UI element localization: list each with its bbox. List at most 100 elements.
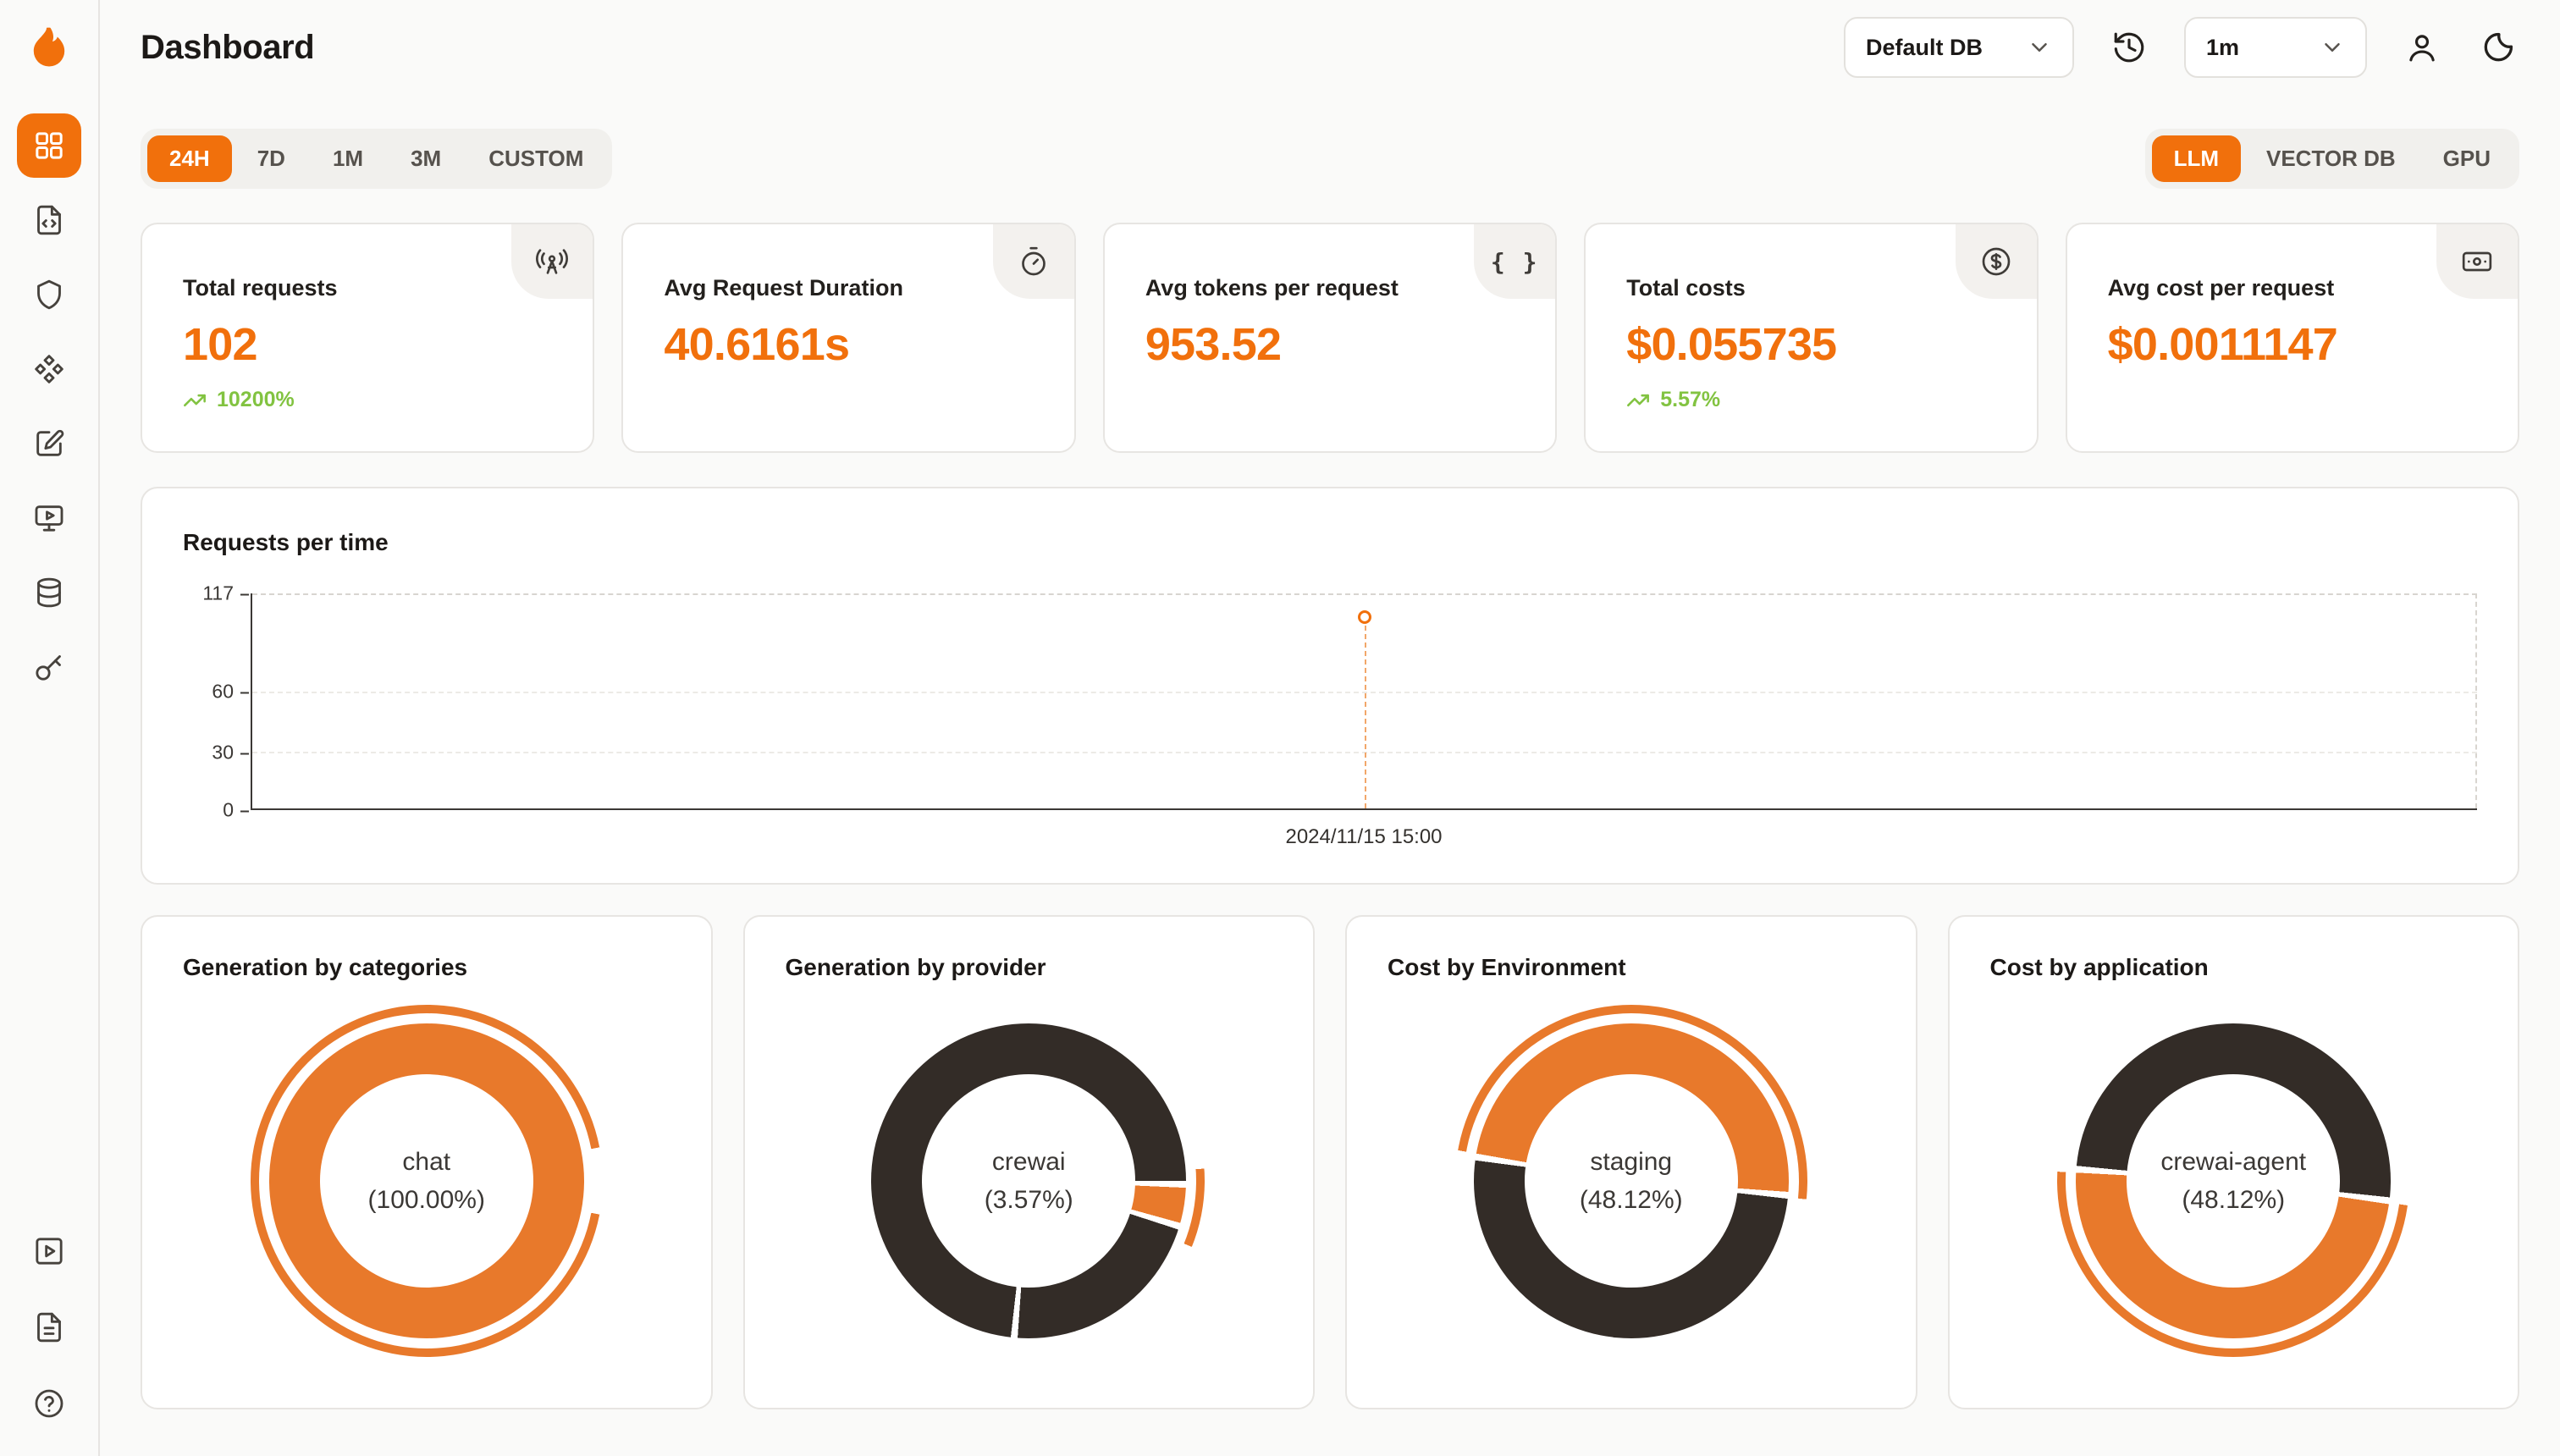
donut-chart[interactable]: crewai-agent (48.12%) — [2057, 1005, 2410, 1357]
donut-center-percent: (100.00%) — [367, 1186, 485, 1214]
sidebar-item-integrations[interactable] — [17, 337, 81, 401]
braces-icon: { } — [1490, 247, 1539, 276]
database-icon — [37, 577, 61, 608]
square-play-icon — [36, 1238, 63, 1265]
stat-delta: 10200% — [183, 388, 552, 412]
chevron-down-icon — [2325, 43, 2340, 52]
profile-button[interactable] — [2401, 26, 2443, 69]
key-icon — [36, 655, 61, 681]
chevron-down-icon — [2032, 43, 2047, 52]
stat-value: $0.0011147 — [2107, 319, 2338, 370]
dark-mode-toggle[interactable] — [2477, 26, 2519, 69]
donut-center-percent: (48.12%) — [1579, 1186, 1683, 1214]
donut-center-label: crewai — [991, 1148, 1066, 1176]
stat-card-icon-holder — [1955, 224, 2037, 299]
tab-24h[interactable]: 24H — [147, 135, 232, 182]
donut-center-label: crewai-agent — [2160, 1148, 2307, 1176]
dashboard-grid-icon — [36, 132, 63, 159]
stat-label: Avg tokens per request — [1145, 275, 1399, 301]
moon-icon — [2484, 32, 2513, 62]
sidebar-item-docs[interactable] — [17, 1295, 81, 1359]
stat-card-icon-holder — [2436, 224, 2519, 299]
donut-center-percent: (48.12%) — [2182, 1186, 2286, 1214]
plot-area[interactable] — [251, 593, 2477, 810]
donut-center: chat (100.00%) — [319, 1074, 533, 1288]
shield-icon — [37, 279, 61, 310]
user-icon — [2409, 35, 2435, 62]
y-tick: 60 — [212, 680, 249, 703]
stat-label: Total requests — [183, 275, 338, 301]
stat-value: 953.52 — [1145, 319, 1282, 370]
sidebar-nav — [17, 113, 81, 699]
sidebar-item-prompts[interactable] — [17, 411, 81, 476]
sidebar — [0, 0, 100, 1456]
file-code-icon — [37, 205, 61, 235]
sidebar-bottom-nav — [17, 1219, 81, 1436]
donut-center-label: chat — [402, 1148, 451, 1176]
stat-card-avg-cost: Avg cost per request $0.0011147 — [2065, 223, 2520, 453]
tab-3m[interactable]: 3M — [389, 135, 463, 182]
help-circle-icon — [35, 1389, 63, 1418]
donut-card-cost-by-environment: Cost by Environment staging (48.12%) — [1345, 915, 1917, 1409]
monitor-play-icon — [35, 505, 63, 532]
tab-llm[interactable]: LLM — [2151, 135, 2241, 182]
gridline — [252, 593, 2477, 595]
stat-card-avg-duration: Avg Request Duration 40.6161s — [621, 223, 1076, 453]
db-select-value: Default DB — [1866, 34, 1983, 60]
stat-delta-value: 5.57% — [1660, 388, 1721, 411]
stat-value: 102 — [183, 319, 258, 370]
donut-chart[interactable]: staging (48.12%) — [1454, 1005, 1807, 1357]
main-column: Dashboard Default DB 1m — [100, 0, 2560, 1456]
sidebar-item-requests[interactable] — [17, 188, 81, 252]
donut-chart[interactable]: chat (100.00%) — [250, 1005, 603, 1357]
tab-custom[interactable]: CUSTOM — [466, 135, 605, 182]
sidebar-item-demo[interactable] — [17, 1219, 81, 1283]
stat-label: Total costs — [1626, 275, 1746, 301]
stat-card-icon-holder — [511, 224, 593, 299]
stat-value: $0.055735 — [1626, 319, 1837, 370]
donut-chart[interactable]: crewai (3.57%) — [852, 1005, 1206, 1357]
sidebar-item-databases[interactable] — [17, 560, 81, 625]
tab-vector-db[interactable]: VECTOR DB — [2244, 135, 2418, 182]
db-select[interactable]: Default DB — [1844, 17, 2074, 78]
trending-up-icon — [1627, 394, 1650, 406]
y-tick: 30 — [212, 741, 249, 764]
y-tick: 117 — [202, 582, 251, 604]
donut-center-percent: (3.57%) — [984, 1186, 1073, 1214]
interval-select[interactable]: 1m — [2184, 17, 2367, 78]
requests-per-time-card: Requests per time 117 60 30 0 — [141, 487, 2519, 885]
donut-center: crewai-agent (48.12%) — [2127, 1074, 2341, 1288]
donut-center: staging (48.12%) — [1524, 1074, 1738, 1288]
radio-tower-icon — [536, 249, 569, 274]
sidebar-item-api-keys[interactable] — [17, 635, 81, 699]
stat-card-total-costs: Total costs $0.055735 5.57% — [1584, 223, 2039, 453]
donut-card-generation-by-provider: Generation by provider crewai (3.57%) — [742, 915, 1315, 1409]
stats-row: Total requests 102 10200% Avg Request Du… — [141, 223, 2520, 453]
stat-label: Avg Request Duration — [664, 275, 903, 301]
tab-gpu[interactable]: GPU — [2421, 135, 2513, 182]
topbar-controls: Default DB 1m — [1844, 17, 2519, 78]
tab-1m[interactable]: 1M — [311, 135, 385, 182]
timer-icon — [1021, 246, 1046, 276]
donut-row: Generation by categories chat (100.00%) … — [141, 915, 2519, 1409]
donut-center-label: staging — [1590, 1148, 1673, 1176]
stat-card-icon-holder — [992, 224, 1074, 299]
stat-card-avg-tokens: { } Avg tokens per request 953.52 — [1102, 223, 1558, 453]
square-pen-icon — [36, 429, 64, 456]
data-point-marker — [1358, 609, 1371, 624]
sidebar-item-playground[interactable] — [17, 486, 81, 550]
logo-flame-icon[interactable] — [22, 22, 76, 76]
topbar: Dashboard Default DB 1m — [100, 0, 2560, 95]
sidebar-item-dashboard[interactable] — [17, 113, 81, 178]
component-icon — [35, 355, 63, 383]
donut-center: crewai (3.57%) — [922, 1074, 1136, 1288]
stat-delta-value: 10200% — [217, 388, 295, 411]
dashboard-content: 24H 7D 1M 3M CUSTOM LLM VECTOR DB GPU — [100, 95, 2560, 1456]
page-title: Dashboard — [141, 28, 315, 66]
y-axis: 117 60 30 0 — [183, 582, 251, 821]
tab-7d[interactable]: 7D — [235, 135, 307, 182]
sidebar-item-exceptions[interactable] — [17, 262, 81, 327]
sidebar-item-help[interactable] — [17, 1371, 81, 1436]
refresh-history-button[interactable] — [2108, 26, 2150, 69]
circle-dollar-icon — [1982, 247, 2010, 276]
